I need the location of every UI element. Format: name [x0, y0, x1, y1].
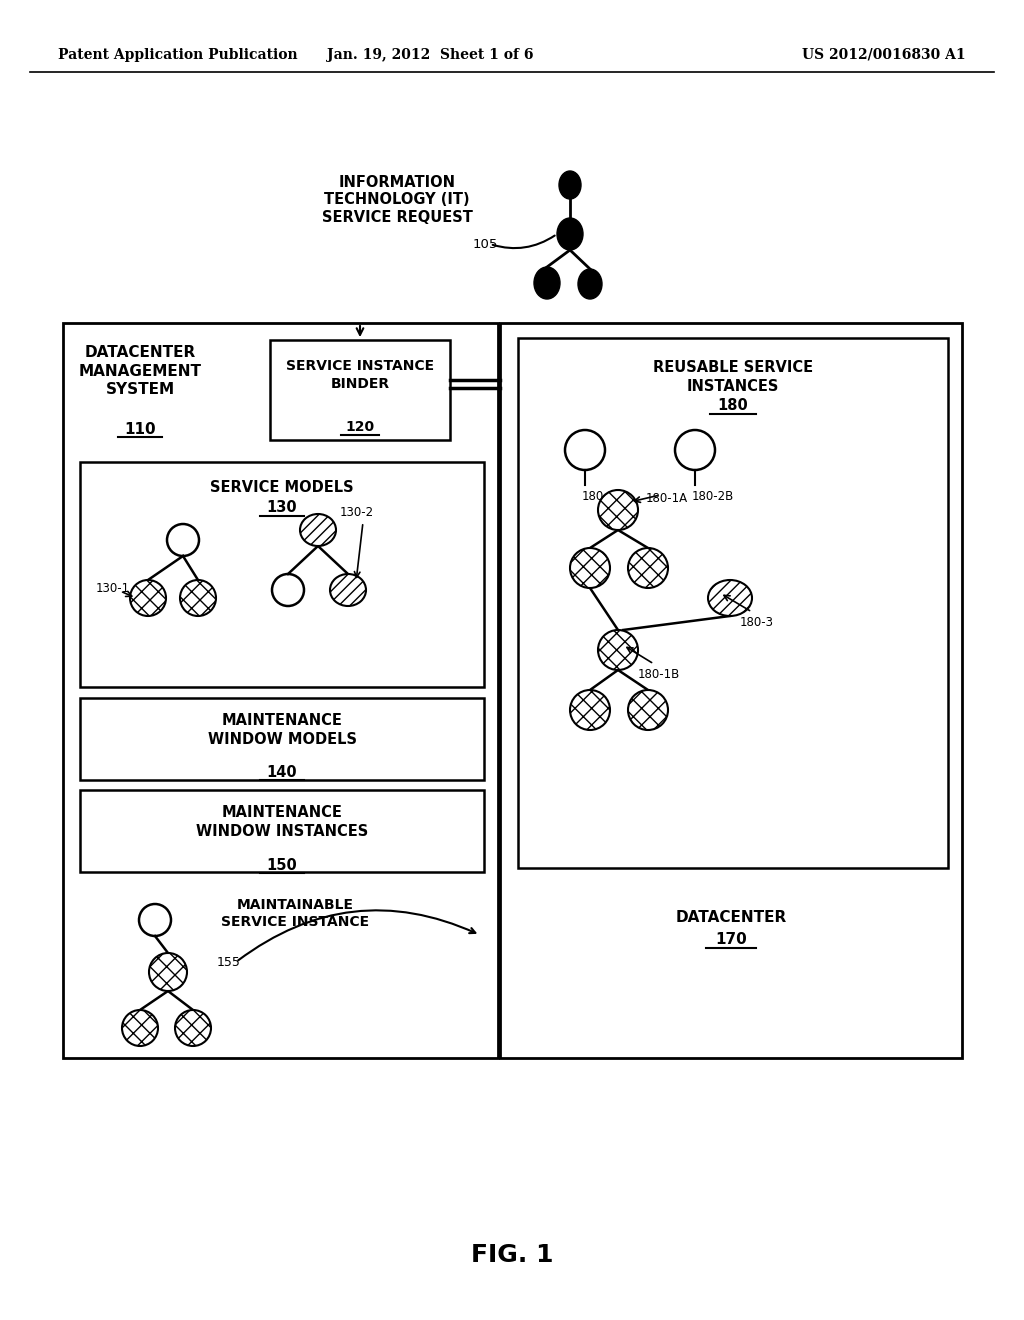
- Bar: [80, 789, 484, 873]
- Text: INFORMATION
TECHNOLOGY (IT)
SERVICE REQUEST: INFORMATION TECHNOLOGY (IT) SERVICE REQU…: [322, 176, 472, 224]
- Text: 130-1: 130-1: [96, 582, 130, 594]
- Text: 140: 140: [266, 766, 297, 780]
- Text: Jan. 19, 2012  Sheet 1 of 6: Jan. 19, 2012 Sheet 1 of 6: [327, 48, 534, 62]
- Circle shape: [175, 1010, 211, 1045]
- Ellipse shape: [330, 574, 366, 606]
- Text: 110: 110: [124, 422, 156, 437]
- Text: FIG. 1: FIG. 1: [471, 1243, 553, 1267]
- Text: 180: 180: [718, 399, 749, 413]
- Bar: [518, 338, 948, 869]
- Text: REUSABLE SERVICE
INSTANCES: REUSABLE SERVICE INSTANCES: [653, 360, 813, 393]
- Text: 150: 150: [266, 858, 297, 873]
- Text: 180-1B: 180-1B: [638, 668, 680, 681]
- Text: 180-2A: 180-2A: [582, 490, 624, 503]
- Circle shape: [570, 690, 610, 730]
- Circle shape: [122, 1010, 158, 1045]
- Ellipse shape: [534, 267, 560, 300]
- Circle shape: [598, 630, 638, 671]
- Text: 180-2B: 180-2B: [692, 490, 734, 503]
- Circle shape: [150, 953, 187, 991]
- Text: 130-2: 130-2: [340, 506, 374, 519]
- Text: SERVICE MODELS: SERVICE MODELS: [210, 480, 354, 495]
- Circle shape: [628, 548, 668, 587]
- Text: 180-3: 180-3: [740, 616, 774, 630]
- Circle shape: [130, 579, 166, 616]
- Bar: [80, 698, 484, 780]
- Text: 170: 170: [715, 932, 746, 946]
- Ellipse shape: [559, 172, 581, 199]
- Text: MAINTENANCE
WINDOW INSTANCES: MAINTENANCE WINDOW INSTANCES: [196, 805, 368, 838]
- Bar: [270, 341, 450, 440]
- Ellipse shape: [578, 269, 602, 300]
- Bar: [80, 462, 484, 686]
- Ellipse shape: [557, 218, 583, 249]
- Text: MAINTENANCE
WINDOW MODELS: MAINTENANCE WINDOW MODELS: [208, 713, 356, 747]
- Text: DATACENTER: DATACENTER: [676, 909, 786, 925]
- Text: 120: 120: [345, 420, 375, 434]
- Circle shape: [628, 690, 668, 730]
- Bar: [500, 323, 962, 1059]
- Circle shape: [180, 579, 216, 616]
- Text: 130: 130: [266, 500, 297, 515]
- Ellipse shape: [300, 513, 336, 546]
- Text: Patent Application Publication: Patent Application Publication: [58, 48, 298, 62]
- Text: US 2012/0016830 A1: US 2012/0016830 A1: [803, 48, 966, 62]
- Ellipse shape: [708, 579, 752, 616]
- Circle shape: [598, 490, 638, 531]
- Bar: [63, 323, 498, 1059]
- Text: SERVICE INSTANCE
BINDER: SERVICE INSTANCE BINDER: [286, 359, 434, 391]
- Circle shape: [570, 548, 610, 587]
- Text: MAINTAINABLE
SERVICE INSTANCE: MAINTAINABLE SERVICE INSTANCE: [221, 898, 369, 929]
- Text: 105: 105: [473, 238, 499, 251]
- Text: DATACENTER
MANAGEMENT
SYSTEM: DATACENTER MANAGEMENT SYSTEM: [79, 345, 202, 397]
- Text: 155: 155: [217, 957, 241, 969]
- Text: 180-1A: 180-1A: [646, 491, 688, 504]
